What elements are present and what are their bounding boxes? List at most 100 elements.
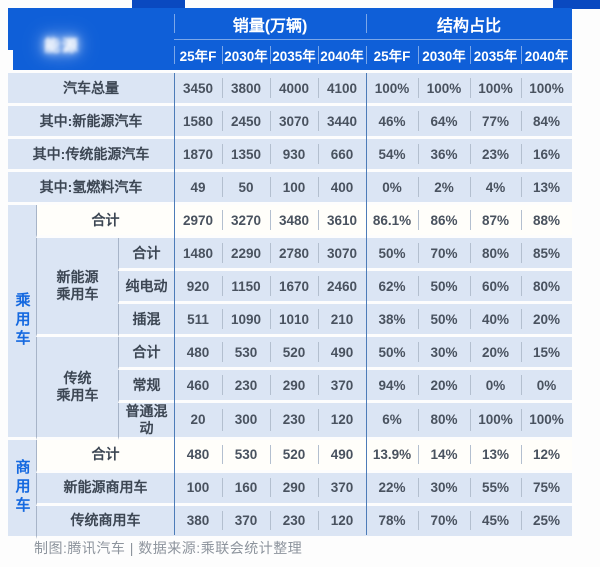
- sales-value-cell: 230: [270, 505, 318, 539]
- sales-value-cell: 1870: [174, 139, 222, 172]
- sales-value-cell: 1090: [222, 304, 270, 337]
- year-column-header: 2030年: [418, 40, 471, 73]
- sales-value-cell: 1010: [270, 304, 318, 337]
- sales-value-cell: 3480: [270, 205, 318, 238]
- year-column-header: 25年F: [174, 40, 222, 73]
- share-value-cell: 15%: [521, 337, 573, 370]
- year-column-header: 2035年: [470, 40, 522, 73]
- sales-value-cell: 3800: [222, 73, 270, 106]
- sales-value-cell: 3070: [270, 106, 318, 139]
- share-value-cell: 78%: [366, 505, 419, 539]
- share-value-cell: 100%: [521, 73, 573, 106]
- share-value-cell: 20%: [418, 370, 471, 403]
- data-table: 能源 销量(万辆) 结构占比 25年F 2030年 2035年 2040年 25年F 2030年…: [8, 8, 573, 539]
- share-value-cell: 85%: [521, 238, 573, 271]
- sales-value-cell: 100: [270, 172, 318, 205]
- share-value-cell: 0%: [521, 370, 573, 403]
- sales-value-cell: 3450: [174, 73, 222, 106]
- share-value-cell: 50%: [366, 238, 419, 271]
- share-value-cell: 0%: [470, 370, 522, 403]
- table-row: 传统 乘用车 合计 480 530 520 490 50% 30% 20% 15%: [8, 337, 573, 440]
- sales-value-cell: 520: [270, 337, 318, 370]
- share-value-cell: 0%: [366, 172, 419, 205]
- share-value-cell: 87%: [470, 205, 522, 238]
- header-row-years: 25年F 2030年 2035年 2040年 25年F 2030年 2035年 2040年: [8, 40, 573, 73]
- year-column-header: 2040年: [521, 40, 573, 73]
- sales-value-cell: 1480: [174, 238, 222, 271]
- sales-value-cell: 1350: [222, 139, 270, 172]
- column-group-header: 结构占比: [366, 8, 573, 40]
- year-column-header: 2030年: [222, 40, 270, 73]
- sales-value-cell: 460: [174, 370, 222, 403]
- row-label: 常规: [118, 370, 174, 403]
- share-value-cell: 100%: [418, 73, 471, 106]
- sales-value-cell: 100: [174, 472, 222, 506]
- row-label: 其中:氢燃料汽车: [8, 172, 174, 205]
- row-label: 纯电动: [118, 271, 174, 304]
- sales-value-cell: 3070: [318, 238, 367, 271]
- sales-value-cell: 2780: [270, 238, 318, 271]
- sales-value-cell: 3610: [318, 205, 367, 238]
- sales-value-cell: 290: [270, 370, 318, 403]
- sales-value-cell: 4100: [318, 73, 367, 106]
- share-value-cell: 16%: [521, 139, 573, 172]
- category-group-label: 乘用车: [13, 292, 31, 350]
- share-value-cell: 55%: [470, 472, 522, 506]
- sales-value-cell: 520: [270, 439, 318, 473]
- table-row: 其中:传统能源汽车 1870 1350 930 660 54% 36% 23% 16%: [8, 139, 573, 172]
- share-value-cell: 88%: [521, 205, 573, 238]
- share-value-cell: 50%: [418, 304, 471, 337]
- share-value-cell: 13%: [470, 439, 522, 473]
- share-value-cell: 23%: [470, 139, 522, 172]
- sales-value-cell: 3270: [222, 205, 270, 238]
- row-label: 其中:新能源汽车: [8, 106, 174, 139]
- sales-value-cell: 511: [174, 304, 222, 337]
- share-value-cell: 12%: [521, 439, 573, 473]
- sales-value-cell: 480: [174, 439, 222, 473]
- share-value-cell: 54%: [366, 139, 419, 172]
- share-value-cell: 100%: [521, 403, 573, 440]
- sales-value-cell: 2460: [318, 271, 367, 304]
- row-label: 合计: [36, 205, 174, 238]
- share-value-cell: 36%: [418, 139, 471, 172]
- share-value-cell: 70%: [418, 505, 471, 539]
- row-label: 汽车总量: [8, 73, 174, 106]
- sales-value-cell: 1150: [222, 271, 270, 304]
- sales-value-cell: 660: [318, 139, 367, 172]
- sales-value-cell: 530: [222, 337, 270, 370]
- share-value-cell: 4%: [470, 172, 522, 205]
- sales-value-cell: 290: [270, 472, 318, 506]
- share-value-cell: 94%: [366, 370, 419, 403]
- table-row: 传统商用车 380 370 230 120 78% 70% 45% 25%: [8, 505, 573, 539]
- sales-value-cell: 370: [318, 370, 367, 403]
- sales-value-cell: 120: [318, 505, 367, 539]
- sales-value-cell: 230: [270, 403, 318, 440]
- row-label: 新能源商用车: [36, 472, 174, 506]
- table-row: 汽车总量 3450 3800 4000 4100 100% 100% 100% 100%: [8, 73, 573, 106]
- table-row: 新能源商用车 100 160 290 370 22% 30% 55% 75%: [8, 472, 573, 506]
- share-value-cell: 50%: [418, 271, 471, 304]
- share-value-cell: 80%: [470, 238, 522, 271]
- table-body: 汽车总量 3450 3800 4000 4100 100% 100% 100% 100% 其中:新…: [8, 73, 573, 539]
- share-value-cell: 46%: [366, 106, 419, 139]
- row-label: 插混: [118, 304, 174, 337]
- share-value-cell: 30%: [418, 472, 471, 506]
- category-group-cell: 乘用车: [8, 205, 36, 440]
- year-column-header: 25年F: [366, 40, 419, 73]
- share-value-cell: 13.9%: [366, 439, 419, 473]
- share-value-cell: 75%: [521, 472, 573, 506]
- sales-value-cell: 160: [222, 472, 270, 506]
- sales-value-cell: 530: [222, 439, 270, 473]
- screenshot-artifact-notch-left: [132, 0, 185, 9]
- share-value-cell: 100%: [470, 73, 522, 106]
- table-row: 商用车 合计 480 530 520 490 13.9% 14% 13% 12%: [8, 439, 573, 539]
- watermark-erasure-artifact: [8, 50, 13, 73]
- sales-value-cell: 370: [222, 505, 270, 539]
- sales-value-cell: 49: [174, 172, 222, 205]
- sales-value-cell: 2290: [222, 238, 270, 271]
- sales-value-cell: 400: [318, 172, 367, 205]
- sales-value-cell: 920: [174, 271, 222, 304]
- table-row: 普通混动 20 300 230 120 6% 80% 100% 100%: [8, 403, 573, 440]
- table-row: 新能源 乘用车 合计 1480 2290 2780 3070 50% 70% 80% 85%: [8, 238, 573, 337]
